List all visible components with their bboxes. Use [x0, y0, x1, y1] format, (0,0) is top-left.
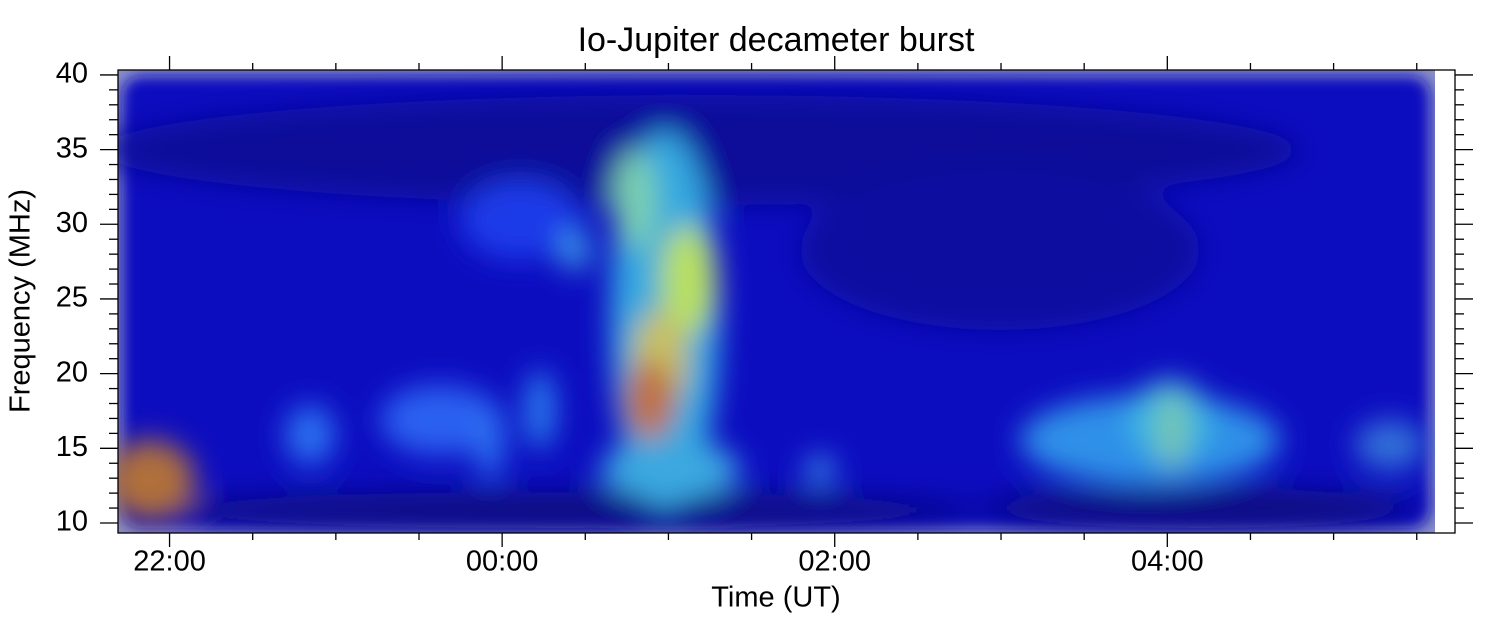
plot-frame: [117, 69, 1456, 534]
y-tick-label: 10: [56, 506, 88, 538]
x-tick-label: 04:00: [1131, 546, 1204, 578]
spectrogram-image: [118, 70, 1435, 533]
y-tick-label: 30: [56, 207, 88, 239]
y-axis-label: Frequency (MHz): [5, 189, 37, 413]
y-tick-label: 25: [56, 282, 88, 314]
y-tick-label: 20: [56, 356, 88, 388]
x-tick-label: 22:00: [133, 546, 206, 578]
chart-title: Io-Jupiter decameter burst: [578, 21, 975, 59]
y-tick-label: 40: [56, 58, 88, 90]
x-tick-label: 02:00: [798, 546, 871, 578]
y-tick-label: 35: [56, 132, 88, 164]
x-axis-label: Time (UT): [711, 582, 840, 614]
x-tick-label: 00:00: [466, 546, 539, 578]
y-tick-label: 15: [56, 431, 88, 463]
